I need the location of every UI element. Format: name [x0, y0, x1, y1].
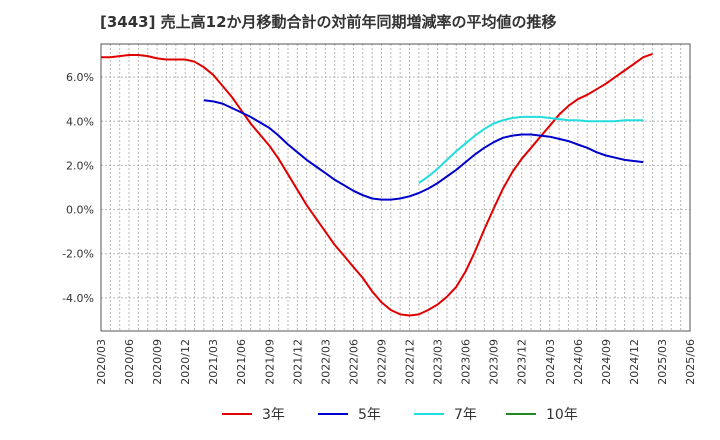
series-line [203, 99, 644, 201]
x-tick-label: 2024/12 [628, 339, 641, 385]
x-tick-label: 2024/06 [572, 339, 585, 385]
x-tick-label: 2023/09 [488, 339, 501, 385]
legend-label: 7年 [454, 407, 477, 423]
series-lines [101, 52, 653, 317]
x-tick-label: 2025/03 [656, 339, 669, 385]
y-tick-label: -4.0% [62, 292, 94, 305]
y-axis: -4.0% -2.0% 0.0% 2.0% 4.0% 6.0% [62, 71, 94, 305]
x-tick-label: 2023/06 [460, 339, 473, 385]
x-tick-label: 2021/03 [207, 339, 220, 385]
x-tick-label: 2020/06 [123, 339, 136, 385]
x-tick-label: 2020/09 [151, 339, 164, 385]
legend-label: 3年 [262, 407, 285, 423]
x-tick-label: 2020/03 [95, 339, 108, 385]
x-tick-label: 2022/06 [347, 339, 360, 385]
x-tick-label: 2022/12 [404, 339, 417, 385]
x-tick-label: 2025/06 [684, 339, 697, 385]
y-tick-label: 6.0% [66, 71, 94, 84]
legend-label: 5年 [358, 407, 381, 423]
legend-label: 10年 [546, 407, 578, 423]
y-tick-label: 2.0% [66, 159, 94, 172]
y-tick-label: -2.0% [62, 248, 94, 261]
x-tick-label: 2020/12 [179, 339, 192, 385]
legend: 3年 5年 7年 10年 [222, 407, 578, 423]
x-tick-label: 2021/09 [263, 339, 276, 385]
x-tick-label: 2023/03 [432, 339, 445, 385]
x-tick-label: 2022/03 [319, 339, 332, 385]
x-tick-label: 2024/03 [544, 339, 557, 385]
chart-title: [3443] 売上高12か月移動合計の対前年同期増減率の平均値の推移 [100, 13, 557, 31]
x-tick-label: 2024/09 [600, 339, 613, 385]
plot-frame [100, 43, 691, 332]
y-tick-label: 0.0% [66, 204, 94, 217]
series-line [101, 52, 653, 317]
plot-area-border [100, 43, 691, 332]
x-tick-label: 2021/12 [291, 339, 304, 385]
x-tick-label: 2021/06 [235, 339, 248, 385]
series-line [418, 115, 644, 184]
x-tick-label: 2023/12 [516, 339, 529, 385]
y-tick-label: 4.0% [66, 115, 94, 128]
x-axis: 2020/03 2020/06 2020/09 2020/12 2021/03 2021/… [95, 339, 697, 385]
x-tick-label: 2022/09 [375, 339, 388, 385]
